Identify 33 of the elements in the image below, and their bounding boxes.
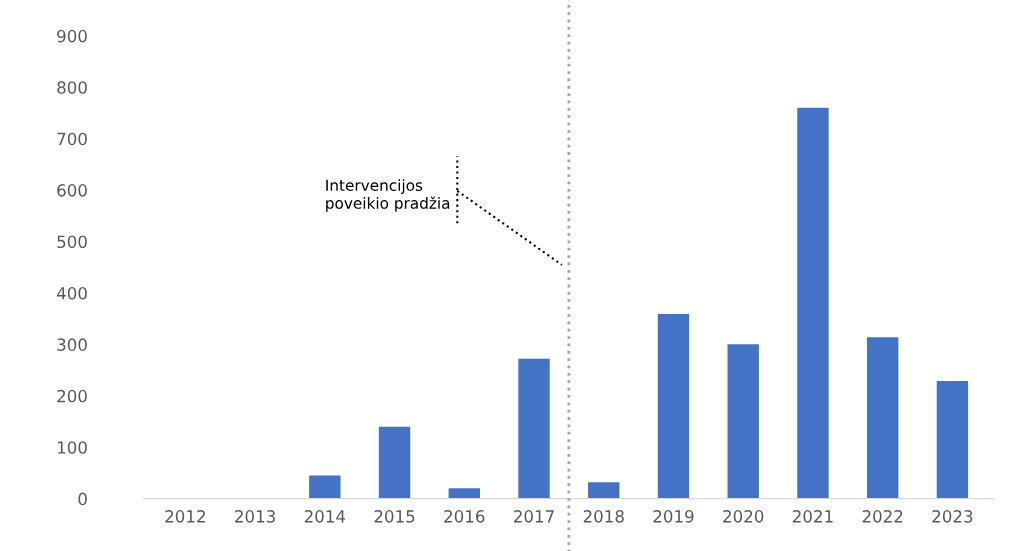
x-tick-label: 2015 (374, 510, 415, 523)
y-tick-label: 400 (56, 286, 87, 300)
y-tick-label: 700 (57, 132, 87, 146)
y-tick-label: 100 (57, 441, 87, 454)
x-tick-label: 2023 (932, 510, 973, 523)
x-tick-label: 2013 (235, 510, 275, 523)
bar (518, 358, 550, 499)
bar (588, 482, 620, 499)
x-tick-label: 2022 (862, 510, 903, 523)
bar (866, 337, 899, 499)
x-tick-label: 2017 (514, 510, 554, 523)
bar (936, 380, 969, 499)
bar (727, 344, 759, 499)
y-tick-label: 0 (78, 492, 87, 506)
x-tick-label: 2020 (723, 510, 764, 523)
bar (657, 314, 690, 499)
bar (797, 107, 829, 499)
y-tick-label: 200 (57, 389, 87, 403)
x-tick-label: 2021 (792, 510, 833, 523)
bar (448, 488, 480, 499)
y-tick-label: 900 (57, 29, 87, 43)
x-tick-label: 2016 (444, 510, 485, 523)
x-tick-label: 2018 (583, 510, 624, 523)
x-tick-label: 2014 (304, 510, 346, 523)
x-tick-label: 2019 (653, 510, 694, 523)
y-tick-label: 500 (57, 235, 87, 249)
bar (309, 475, 341, 499)
x-tick-label: 2012 (165, 510, 205, 523)
y-tick-label: 800 (57, 81, 87, 94)
y-tick-label: 600 (57, 184, 87, 197)
y-tick-label: 300 (57, 338, 87, 351)
bar (378, 426, 411, 499)
annotation: Intervencijos poveikio pradžia (326, 179, 450, 212)
